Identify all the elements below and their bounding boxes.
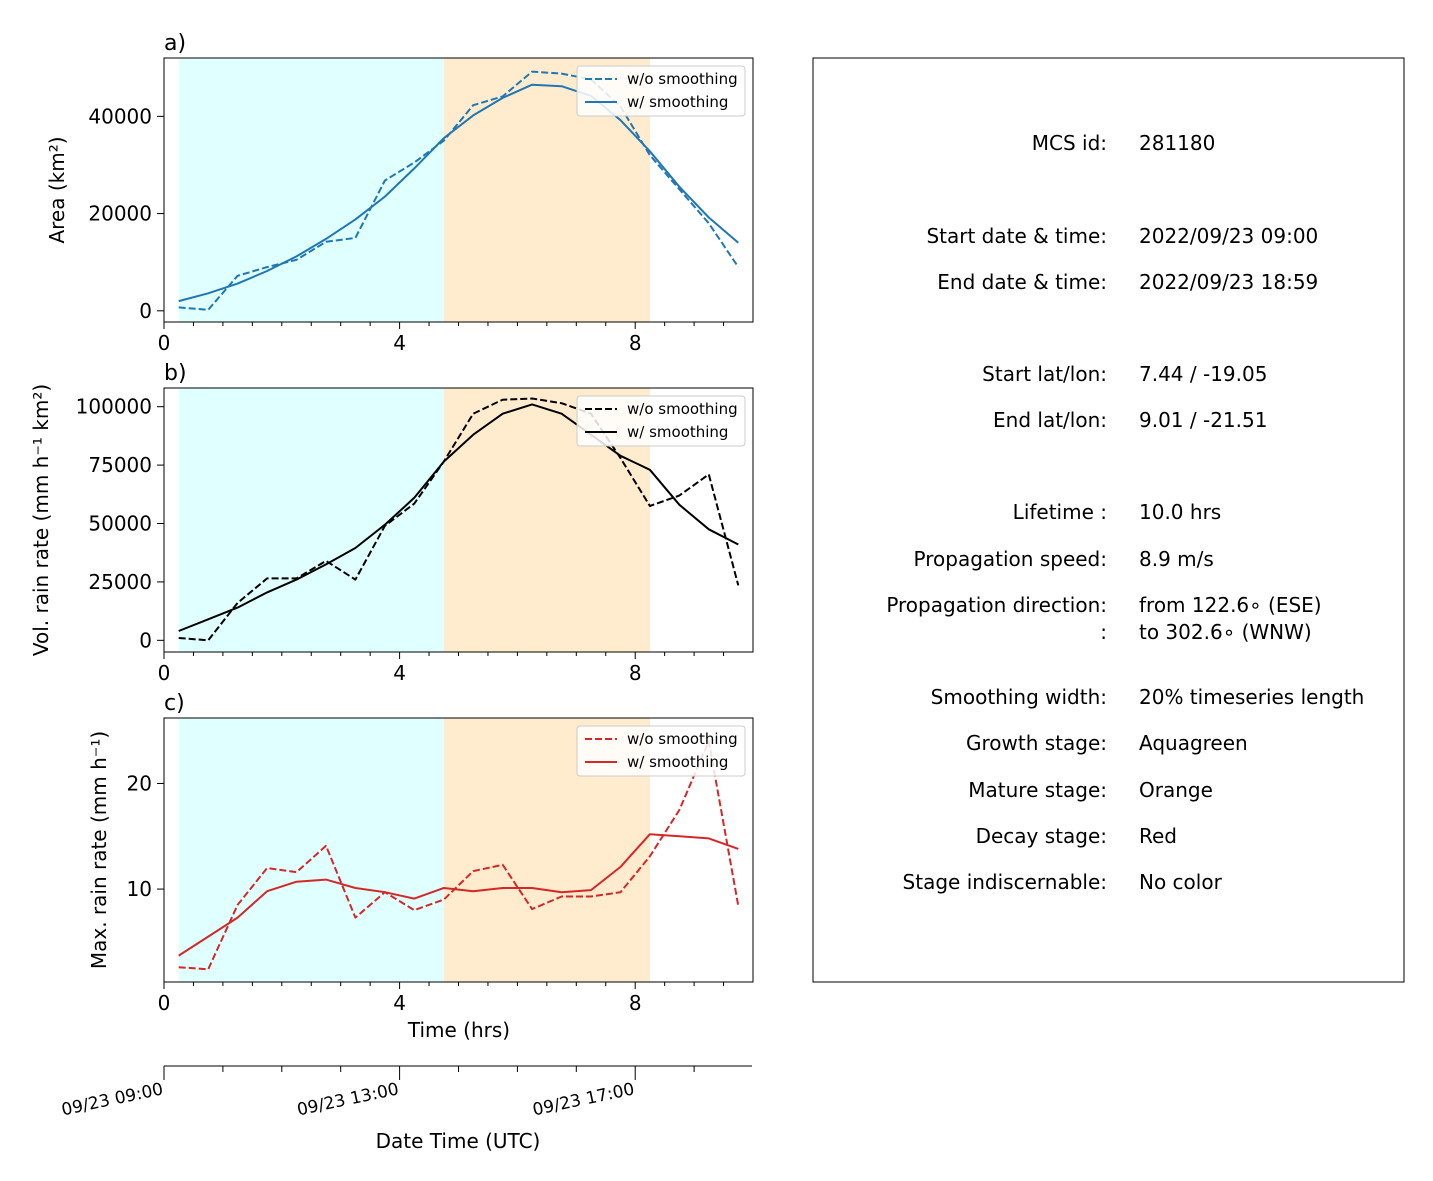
info-row-label: Start lat/lon: xyxy=(982,362,1107,386)
panel-b-x-tick-label: 8 xyxy=(629,661,642,685)
info-row-label: Growth stage: xyxy=(966,731,1107,755)
panel-b-legend-label: w/ smoothing xyxy=(627,423,728,441)
panel-a-legend: w/o smoothing w/ smoothing xyxy=(576,65,746,117)
panel-c-series-lines xyxy=(178,740,740,971)
panel-b-series-lines xyxy=(178,397,740,642)
panel-b-axis-ticks: 0 4 8 0 25000 50000 75000 100000 xyxy=(76,395,725,685)
panel-a-area: 0 4 8 0 20000 40000 a) Area (km²) w/o smoothi… xyxy=(45,31,754,355)
info-row-label: : xyxy=(1100,620,1107,644)
panel-c-xlabel: Time (hrs) xyxy=(407,1018,510,1042)
info-row-value: 20% timeseries length xyxy=(1139,685,1364,709)
info-row-value: 281180 xyxy=(1139,131,1215,155)
panel-c-growth-shade xyxy=(178,718,444,982)
panel-b-series-smoothed-line xyxy=(178,403,739,632)
panel-c-legend: w/o smoothing w/ smoothing xyxy=(576,725,746,777)
panel-c-max-rain: 0 4 8 10 20 c) Max. rain rate (mm h⁻¹) Time … xyxy=(87,691,754,1042)
panel-b-legend: w/o smoothing w/ smoothing xyxy=(576,395,746,447)
panel-a-legend-box xyxy=(576,65,746,117)
panel-c-legend-label: w/ smoothing xyxy=(627,753,728,771)
panel-c-ylabel: Max. rain rate (mm h⁻¹) xyxy=(87,731,111,969)
panel-a-series-lines xyxy=(178,70,740,311)
info-row-value: 2022/09/23 09:00 xyxy=(1139,224,1318,248)
panel-c-plot-frame xyxy=(163,717,754,983)
info-row-value: 9.01 / -21.51 xyxy=(1139,408,1267,432)
mcs-info-panel: MCS id: 281180 Start date & time: 2022/09/2… xyxy=(812,57,1405,983)
info-row-value: from 122.6∘ (ESE) xyxy=(1139,593,1322,617)
panel-c-legend-label: w/o smoothing xyxy=(627,730,738,748)
panel-a-x-tick-label: 0 xyxy=(158,331,171,355)
panel-c-series-smoothed-line xyxy=(178,833,739,957)
info-row-label: Smoothing width: xyxy=(931,685,1107,709)
info-row-label: Propagation direction: xyxy=(886,593,1107,617)
panel-c-y-tick-label: 20 xyxy=(127,771,152,795)
panel-b-legend-box xyxy=(576,395,746,447)
panel-a-label: a) xyxy=(164,31,186,56)
panel-b-growth-shade xyxy=(178,388,444,652)
panel-c-axis-ticks: 0 4 8 10 20 xyxy=(127,771,725,1015)
info-row-value: 8.9 m/s xyxy=(1139,547,1214,571)
panel-a-plot-frame xyxy=(163,57,754,323)
panel-a-legend-label: w/o smoothing xyxy=(627,70,738,88)
panel-a-y-tick-label: 40000 xyxy=(88,104,152,128)
info-panel-frame xyxy=(812,57,1405,983)
info-row-value: No color xyxy=(1139,870,1223,894)
info-row-value: 10.0 hrs xyxy=(1139,500,1221,524)
info-row-label: Decay stage: xyxy=(976,824,1107,848)
info-row-label: Start date & time: xyxy=(926,224,1107,248)
panel-c-x-tick-label: 4 xyxy=(393,991,406,1015)
panel-c-x-tick-label: 8 xyxy=(629,991,642,1015)
panel-a-y-tick-label: 20000 xyxy=(88,202,152,226)
info-row-label: MCS id: xyxy=(1032,131,1107,155)
panel-c-x-tick-label: 0 xyxy=(158,991,171,1015)
panel-c-series-raw-line xyxy=(178,740,740,971)
panel-b-y-tick-label: 100000 xyxy=(76,395,152,419)
panel-a-x-tick-label: 8 xyxy=(629,331,642,355)
datetime-axis-label: Date Time (UTC) xyxy=(376,1129,541,1153)
panel-b-legend-label: w/o smoothing xyxy=(627,400,738,418)
info-row-value: 7.44 / -19.05 xyxy=(1139,362,1267,386)
panel-a-y-tick-label: 0 xyxy=(139,299,152,323)
panel-c-y-tick-label: 10 xyxy=(127,877,152,901)
panel-a-series-raw-line xyxy=(178,70,740,311)
panel-c-legend-box xyxy=(576,725,746,777)
panel-b-y-tick-label: 0 xyxy=(139,628,152,652)
info-row-value: Orange xyxy=(1139,778,1213,802)
panel-b-volume-rain: 0 4 8 0 25000 50000 75000 100000 b) Vol. rain r… xyxy=(29,361,754,685)
panel-b-series-raw-line xyxy=(178,397,740,642)
panel-a-series-smoothed-line xyxy=(178,83,739,303)
panel-c-label: c) xyxy=(164,691,185,716)
info-row-value: 2022/09/23 18:59 xyxy=(1139,270,1318,294)
panel-b-y-tick-label: 50000 xyxy=(88,512,152,536)
info-row-label: Propagation speed: xyxy=(914,547,1107,571)
panel-b-y-tick-label: 25000 xyxy=(88,570,152,594)
panel-a-legend-label: w/ smoothing xyxy=(627,93,728,111)
info-row-value: to 302.6∘ (WNW) xyxy=(1139,620,1312,644)
panel-b-ylabel: Vol. rain rate (mm h⁻¹ km²) xyxy=(29,384,53,656)
panel-b-x-tick-label: 4 xyxy=(393,661,406,685)
panel-b-x-tick-label: 0 xyxy=(158,661,171,685)
info-row-label: Lifetime : xyxy=(1013,500,1107,524)
panel-b-label: b) xyxy=(164,361,187,386)
panel-a-ylabel: Area (km²) xyxy=(45,136,69,243)
info-row-value: Red xyxy=(1139,824,1177,848)
info-row-value: Aquagreen xyxy=(1139,731,1248,755)
panel-a-x-tick-label: 4 xyxy=(393,331,406,355)
panel-a-growth-shade xyxy=(178,58,444,322)
panel-b-y-tick-label: 75000 xyxy=(88,453,152,477)
info-row-label: End date & time: xyxy=(937,270,1107,294)
info-row-label: Mature stage: xyxy=(968,778,1107,802)
info-panel-rows: MCS id: 281180 Start date & time: 2022/09/2… xyxy=(886,131,1364,894)
info-row-label: End lat/lon: xyxy=(993,408,1107,432)
panel-a-axis-ticks: 0 4 8 0 20000 40000 xyxy=(88,104,725,355)
panel-a-stage-shading xyxy=(178,58,650,322)
info-row-label: Stage indiscernable: xyxy=(903,870,1107,894)
panel-b-plot-frame xyxy=(163,387,754,653)
